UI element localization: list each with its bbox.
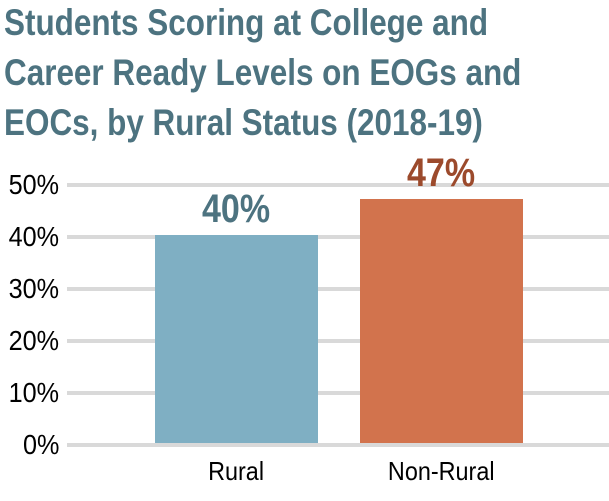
y-axis-tick-50: 50% — [8, 169, 59, 200]
chart-title-line-2: Career Ready Levels on EOGs and — [4, 52, 522, 93]
chart-title-line-1: Students Scoring at College and — [4, 2, 489, 43]
x-axis-label-non-rural: Non-Rural — [387, 456, 495, 486]
y-axis-tick-30: 30% — [8, 273, 59, 304]
gridline-20 — [67, 339, 609, 343]
value-label-non-rural: 47% — [406, 150, 476, 195]
gridline-0 — [67, 443, 609, 447]
bar-rural — [155, 235, 318, 443]
gridline-40 — [67, 235, 609, 239]
x-axis-label-rural: Rural — [208, 456, 265, 486]
gridline-10 — [67, 391, 609, 395]
y-axis-tick-20: 20% — [8, 325, 59, 356]
gridline-50 — [67, 183, 609, 187]
bar-non-rural — [359, 198, 523, 443]
y-axis-tick-0: 0% — [22, 429, 59, 460]
gridline-30 — [67, 287, 609, 291]
chart-title: Students Scoring at College and Career R… — [4, 0, 609, 148]
value-label-rural: 40% — [202, 187, 271, 231]
y-axis-tick-10: 10% — [8, 377, 59, 408]
chart-title-line-3: EOCs, by Rural Status (2018-19) — [4, 102, 483, 143]
y-axis-tick-40: 40% — [8, 221, 59, 252]
